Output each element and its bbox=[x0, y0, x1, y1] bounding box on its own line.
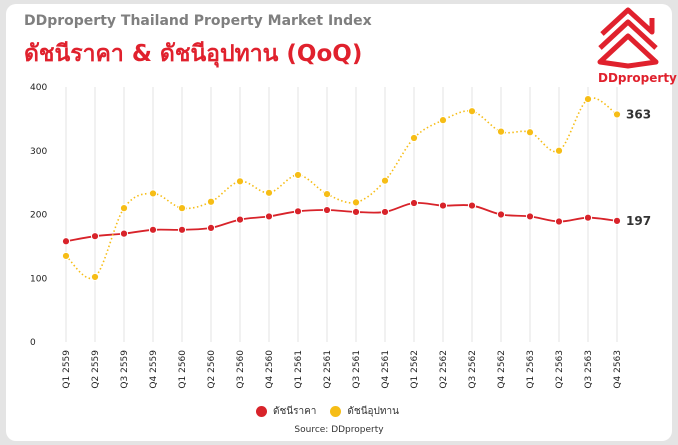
data-point-supply bbox=[177, 204, 187, 213]
y-tick-label: 400 bbox=[30, 83, 47, 93]
data-point-price bbox=[554, 217, 564, 226]
x-tick-label: Q2 2559 bbox=[91, 350, 101, 389]
y-tick-label: 300 bbox=[30, 147, 47, 157]
series-lines bbox=[65, 97, 618, 280]
data-point-supply bbox=[583, 95, 593, 104]
data-point-supply bbox=[293, 170, 303, 180]
data-point-price bbox=[583, 213, 593, 222]
data-point-price bbox=[612, 216, 622, 225]
x-tick-label: Q1 2563 bbox=[526, 350, 536, 389]
data-point-price bbox=[467, 201, 477, 210]
data-point-supply bbox=[467, 107, 477, 116]
x-tick-label: Q4 2560 bbox=[265, 350, 275, 389]
y-tick-label: 0 bbox=[30, 338, 36, 348]
legend-item-supply: ดัชนีอุปทาน bbox=[330, 404, 399, 419]
end-label-price: 197 bbox=[626, 214, 651, 228]
x-tick-label: Q3 2559 bbox=[120, 350, 130, 389]
x-tick-label: Q3 2561 bbox=[352, 350, 362, 389]
y-axis: 0 100 200 300 400 bbox=[30, 83, 47, 348]
data-point-supply bbox=[409, 133, 419, 143]
chart-supertitle: DDproperty Thailand Property Market Inde… bbox=[24, 13, 372, 29]
data-point-supply bbox=[90, 272, 100, 282]
x-tick-label: Q4 2559 bbox=[149, 350, 159, 389]
data-point-price bbox=[351, 207, 361, 217]
x-tick-label: Q3 2562 bbox=[468, 350, 478, 389]
x-tick-label: Q1 2560 bbox=[178, 350, 188, 389]
legend-label-price: ดัชนีราคา bbox=[273, 406, 317, 417]
data-point-supply bbox=[525, 128, 535, 137]
x-tick-label: Q2 2563 bbox=[555, 350, 565, 389]
x-tick-label: Q3 2563 bbox=[584, 350, 594, 389]
data-point-price bbox=[525, 212, 535, 221]
legend-item-price: ดัชนีราคา bbox=[256, 404, 316, 419]
data-point-supply bbox=[496, 127, 506, 136]
x-tick-label: Q1 2562 bbox=[410, 350, 420, 389]
x-tick-label: Q3 2560 bbox=[236, 350, 246, 389]
x-tick-label: Q4 2563 bbox=[613, 350, 623, 389]
data-point-price bbox=[293, 207, 303, 216]
x-tick-label: Q1 2561 bbox=[294, 350, 304, 389]
source-note: Source: DDproperty bbox=[294, 425, 384, 435]
end-labels: 197 363 bbox=[626, 107, 651, 227]
x-axis: Q1 2559 Q2 2559 Q3 2559 Q4 2559 Q1 2560 Q2 25… bbox=[62, 350, 623, 389]
data-point-price bbox=[61, 237, 71, 246]
end-label-supply: 363 bbox=[626, 107, 651, 121]
legend-marker-supply bbox=[330, 406, 342, 417]
x-tick-label: Q2 2562 bbox=[439, 350, 449, 389]
series-line-supply bbox=[65, 97, 618, 280]
data-point-price bbox=[119, 229, 129, 238]
series-line-price bbox=[65, 201, 618, 243]
data-point-supply bbox=[119, 204, 129, 213]
data-point-price bbox=[496, 210, 506, 219]
ddproperty-logo-icon bbox=[597, 7, 659, 69]
data-point-supply bbox=[206, 197, 216, 206]
data-point-price bbox=[206, 223, 216, 232]
data-point-supply bbox=[612, 110, 622, 119]
x-tick-label: Q1 2559 bbox=[62, 350, 72, 389]
data-point-price bbox=[438, 201, 448, 210]
data-point-price bbox=[409, 198, 419, 208]
data-point-price bbox=[235, 215, 245, 224]
data-point-supply bbox=[380, 176, 390, 185]
legend: ดัชนีราคา ดัชนีอุปทาน bbox=[256, 404, 399, 419]
data-point-price bbox=[177, 225, 187, 234]
y-tick-label: 200 bbox=[30, 211, 47, 221]
data-point-price bbox=[264, 212, 274, 221]
data-point-supply bbox=[438, 116, 448, 125]
data-point-supply bbox=[148, 189, 158, 198]
data-point-supply bbox=[235, 177, 245, 186]
legend-marker-price bbox=[256, 406, 267, 417]
data-point-price bbox=[90, 232, 100, 241]
chart-title: ดัชนีราคา & ดัชนีอุปทาน (QoQ) bbox=[24, 41, 363, 67]
legend-label-supply: ดัชนีอุปทาน bbox=[347, 406, 399, 417]
series-points bbox=[61, 95, 622, 282]
grid-lines bbox=[65, 87, 618, 342]
x-tick-label: Q4 2561 bbox=[381, 350, 391, 389]
data-point-supply bbox=[61, 251, 71, 261]
y-tick-label: 100 bbox=[30, 274, 47, 284]
data-point-supply bbox=[554, 146, 564, 155]
x-tick-label: Q2 2561 bbox=[323, 350, 333, 389]
data-point-price bbox=[322, 205, 332, 215]
data-point-price bbox=[380, 207, 390, 217]
data-point-supply bbox=[264, 188, 274, 197]
data-point-supply bbox=[322, 190, 332, 199]
data-point-price bbox=[148, 225, 158, 234]
data-point-supply bbox=[351, 198, 361, 207]
x-tick-label: Q4 2562 bbox=[497, 350, 507, 389]
x-tick-label: Q2 2560 bbox=[207, 350, 217, 389]
logo-text: DDproperty bbox=[598, 71, 677, 85]
